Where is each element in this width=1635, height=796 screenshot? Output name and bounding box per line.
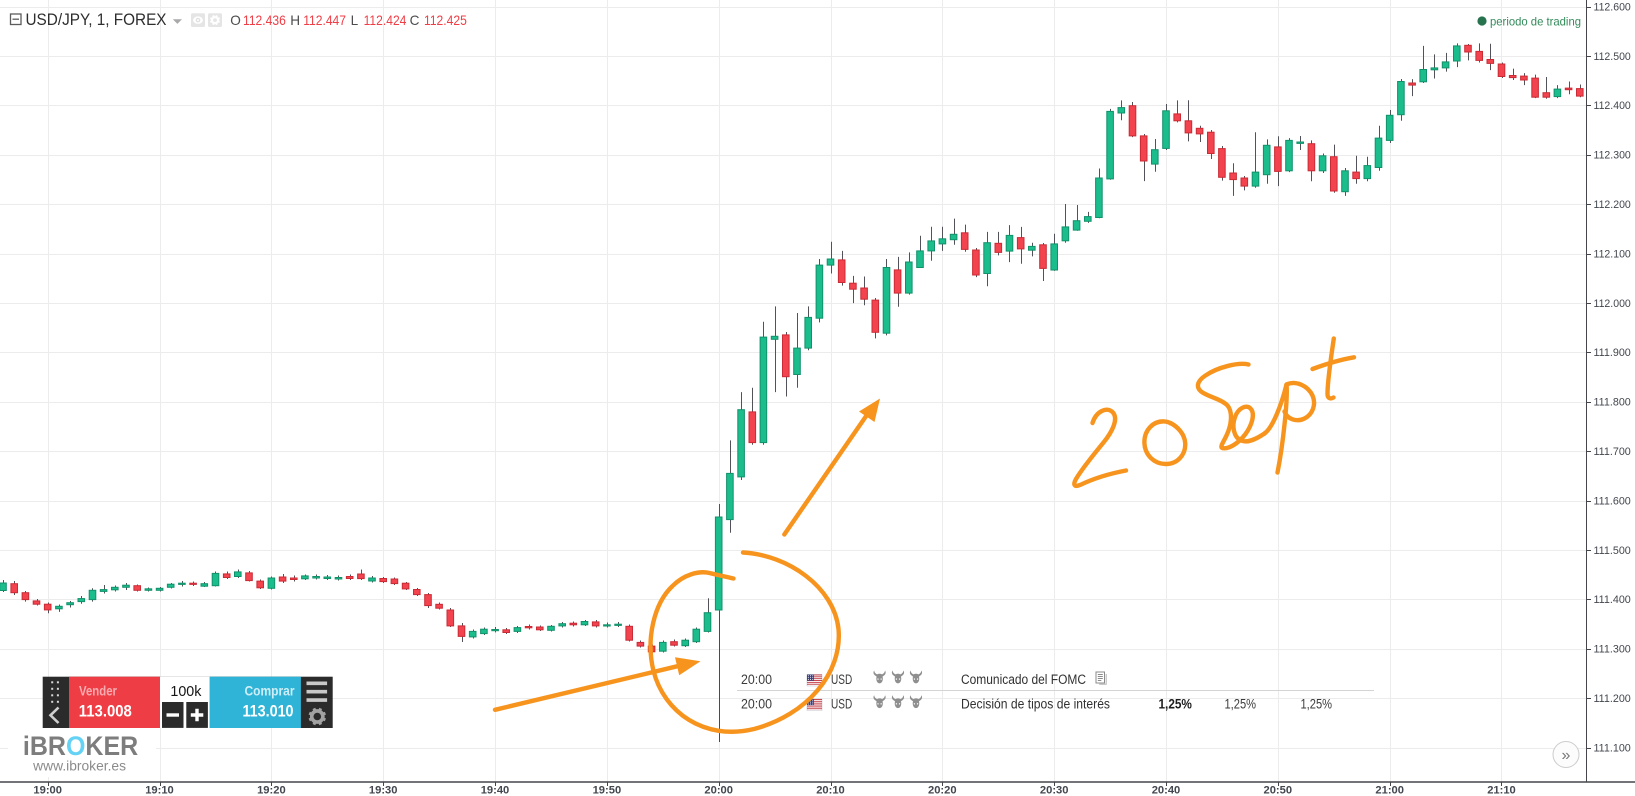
- svg-text:Comunicado del FOMC: Comunicado del FOMC: [961, 672, 1086, 687]
- svg-text:112.424: 112.424: [364, 13, 407, 28]
- svg-text:112.447: 112.447: [303, 13, 346, 28]
- svg-text:113.010: 113.010: [243, 701, 294, 720]
- svg-text:19:40: 19:40: [481, 785, 510, 796]
- svg-text:113.008: 113.008: [79, 701, 132, 720]
- svg-text:20:00: 20:00: [704, 785, 733, 796]
- svg-text:111.900: 111.900: [1594, 347, 1631, 359]
- svg-text:C: C: [410, 13, 420, 28]
- svg-text:1,25%: 1,25%: [1225, 696, 1257, 711]
- svg-text:19:20: 19:20: [257, 785, 286, 796]
- svg-text:L: L: [351, 13, 359, 28]
- svg-text:112.300: 112.300: [1594, 150, 1631, 162]
- svg-text:H: H: [290, 13, 300, 28]
- svg-text:112.100: 112.100: [1594, 248, 1631, 260]
- svg-text:112.400: 112.400: [1594, 100, 1631, 112]
- svg-text:19:30: 19:30: [369, 785, 398, 796]
- svg-text:21:00: 21:00: [1375, 785, 1404, 796]
- svg-text:112.200: 112.200: [1594, 199, 1631, 211]
- svg-text:1,25%: 1,25%: [1159, 696, 1192, 711]
- svg-text:19:10: 19:10: [145, 785, 174, 796]
- svg-text:20:00: 20:00: [741, 696, 772, 711]
- svg-text:111.800: 111.800: [1594, 397, 1631, 409]
- svg-text:20:10: 20:10: [816, 785, 845, 796]
- svg-text:USD/JPY, 1, FOREX: USD/JPY, 1, FOREX: [26, 10, 167, 29]
- svg-text:112.425: 112.425: [424, 13, 467, 28]
- svg-text:Comprar: Comprar: [245, 684, 296, 699]
- svg-text:O: O: [230, 13, 241, 28]
- svg-text:20:40: 20:40: [1152, 785, 1181, 796]
- svg-text:Decisión de tipos de interés: Decisión de tipos de interés: [961, 696, 1110, 711]
- svg-text:112.436: 112.436: [243, 13, 286, 28]
- svg-text:1,25%: 1,25%: [1301, 696, 1333, 711]
- svg-text:iBROKER: iBROKER: [23, 731, 138, 761]
- svg-text:20:30: 20:30: [1040, 785, 1069, 796]
- svg-text:21:10: 21:10: [1487, 785, 1516, 796]
- svg-text:111.300: 111.300: [1594, 644, 1631, 656]
- svg-text:111.600: 111.600: [1594, 495, 1631, 507]
- svg-text:20:20: 20:20: [928, 785, 957, 796]
- svg-text:20:50: 20:50: [1264, 785, 1293, 796]
- svg-text:111.500: 111.500: [1594, 545, 1631, 557]
- svg-text:100k: 100k: [170, 684, 202, 700]
- svg-text:Vender: Vender: [79, 684, 118, 699]
- svg-text:»: »: [1562, 747, 1571, 764]
- svg-text:111.700: 111.700: [1594, 446, 1631, 458]
- svg-text:112.000: 112.000: [1594, 298, 1631, 310]
- svg-text:112.500: 112.500: [1594, 51, 1631, 63]
- svg-text:www.ibroker.es: www.ibroker.es: [32, 759, 126, 774]
- svg-text:111.200: 111.200: [1594, 693, 1631, 705]
- svg-text:20:00: 20:00: [741, 672, 772, 687]
- svg-text:111.100: 111.100: [1594, 742, 1631, 754]
- svg-text:USD: USD: [831, 696, 852, 711]
- svg-text:USD: USD: [831, 672, 852, 687]
- svg-text:19:50: 19:50: [593, 785, 622, 796]
- svg-text:111.400: 111.400: [1594, 594, 1631, 606]
- svg-text:19:00: 19:00: [33, 785, 62, 796]
- svg-text:periodo de trading: periodo de trading: [1490, 15, 1581, 28]
- svg-text:112.600: 112.600: [1594, 1, 1631, 13]
